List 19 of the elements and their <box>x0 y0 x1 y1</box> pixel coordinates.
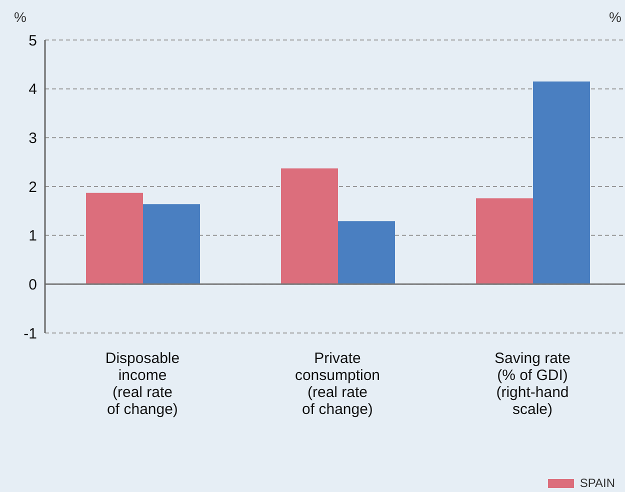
y-axis-title: % <box>14 9 26 25</box>
bar <box>143 204 200 284</box>
bar <box>338 221 395 284</box>
x-tick-label: Saving rate (% of GDI) (right-hand scale) <box>494 350 570 418</box>
bar <box>476 198 533 284</box>
legend-label: SPAIN <box>580 476 615 490</box>
x-tick-label: Private consumption (real rate of change) <box>294 350 380 418</box>
y-tick-label: 4 <box>28 81 37 98</box>
bar <box>86 192 143 284</box>
x-tick-label: Disposable income (real rate of change) <box>105 350 180 418</box>
y-tick-label: 5 <box>28 32 37 50</box>
bar <box>533 82 590 284</box>
y2-axis-title: % <box>609 9 622 25</box>
y-tick-label: -1 <box>24 325 37 342</box>
bar <box>281 168 338 284</box>
y-tick-label: 1 <box>28 228 37 245</box>
y-tick-label: 0 <box>28 276 37 294</box>
y-tick-label: 3 <box>28 130 37 147</box>
y-tick-label: 2 <box>28 178 37 196</box>
